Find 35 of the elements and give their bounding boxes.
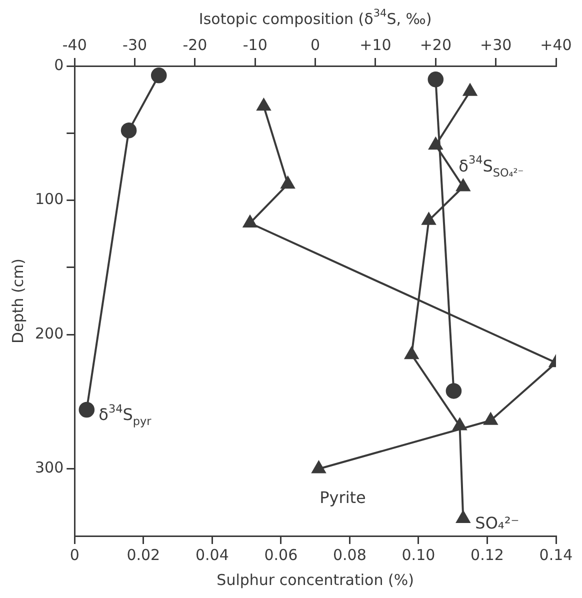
point xyxy=(280,176,295,189)
y-tick-label: 0 xyxy=(54,56,64,74)
point xyxy=(404,346,419,360)
x2-tick-label: 0 xyxy=(310,36,320,54)
series-label: Pyrite xyxy=(320,488,366,508)
point xyxy=(484,412,498,425)
x-tick-label: 0.02 xyxy=(126,546,160,564)
x2-tick-label: -10 xyxy=(242,36,268,54)
x-axis-title: Sulphur concentration (%) xyxy=(216,570,414,589)
x2-tick-label: -40 xyxy=(62,36,87,54)
x2-tick-label: +30 xyxy=(480,36,512,54)
x2-tick-label: -30 xyxy=(122,36,148,54)
y-tick-label: 100 xyxy=(34,190,64,208)
y-axis-title: Depth (cm) xyxy=(8,258,27,344)
y-tick-label: 300 xyxy=(34,458,64,477)
point xyxy=(456,510,470,523)
y-tick-label: 200 xyxy=(34,324,64,342)
point xyxy=(243,215,257,228)
x-tick-label: 0.06 xyxy=(264,546,298,564)
x-tick-label: 0.08 xyxy=(332,546,366,564)
point xyxy=(422,212,436,225)
x2-tick-label: +10 xyxy=(360,36,392,54)
x-tick-label: 0.12 xyxy=(470,546,504,564)
x-tick-label: 0 xyxy=(70,546,80,564)
x2-tick-label: +20 xyxy=(420,36,452,54)
point xyxy=(456,178,470,192)
point xyxy=(463,84,478,96)
x-tick-label: 0.14 xyxy=(539,546,573,564)
x2-tick-label: -20 xyxy=(182,36,208,54)
point xyxy=(256,98,271,111)
series-label: SO₄²⁻ xyxy=(475,514,520,533)
x-tick-label: 0.04 xyxy=(195,546,229,564)
x2-tick-label: +40 xyxy=(540,36,572,54)
x-tick-label: 0.10 xyxy=(402,546,436,564)
point xyxy=(312,460,326,474)
